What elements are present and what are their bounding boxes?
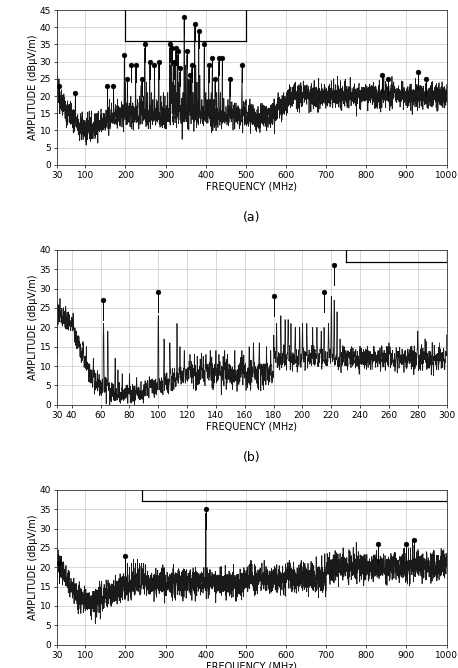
Text: (b): (b) <box>243 451 261 464</box>
X-axis label: FREQUENCY (MHz): FREQUENCY (MHz) <box>207 182 297 192</box>
Y-axis label: AMPLITUDE (dBμV/m): AMPLITUDE (dBμV/m) <box>28 514 38 620</box>
X-axis label: FREQUENCY (MHz): FREQUENCY (MHz) <box>207 661 297 668</box>
X-axis label: FREQUENCY (MHz): FREQUENCY (MHz) <box>207 422 297 432</box>
Y-axis label: AMPLITUDE (dBμV/m): AMPLITUDE (dBμV/m) <box>28 275 38 380</box>
Text: (a): (a) <box>243 211 261 224</box>
Y-axis label: AMPLITUDE (dBμV/m): AMPLITUDE (dBμV/m) <box>28 35 38 140</box>
